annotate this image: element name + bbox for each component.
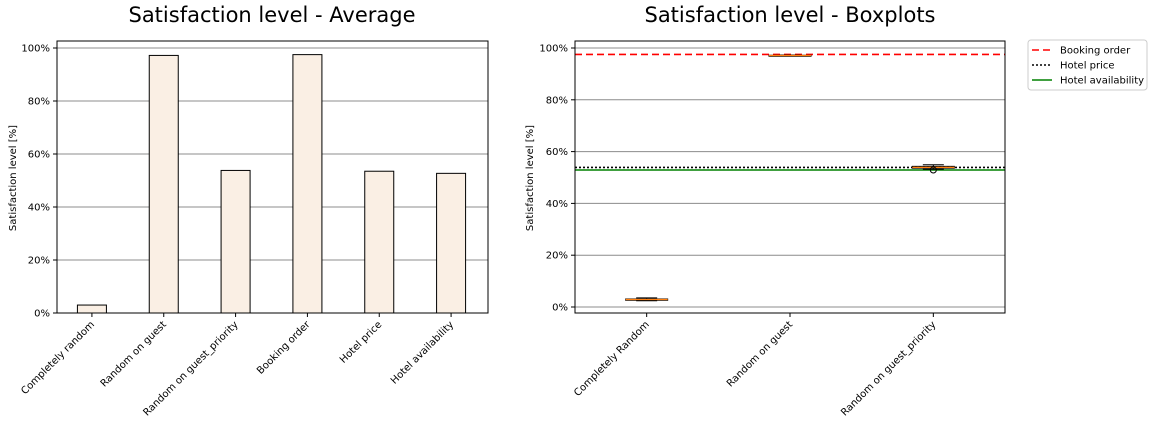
average-chart-title: Satisfaction level - Average <box>128 3 415 27</box>
outlier <box>929 166 937 174</box>
average-y-axis-label: Satisfaction level [%] <box>8 125 19 231</box>
bar <box>76 304 107 314</box>
y-tick-label: 60% <box>28 150 50 161</box>
x-tick-label: Random on guest <box>99 319 169 389</box>
bar <box>436 172 467 314</box>
average-chart: Satisfaction level - Average Satisfactio… <box>8 3 489 419</box>
x-tick-label: Booking order <box>255 319 313 377</box>
y-tick-label: 0% <box>34 309 50 320</box>
legend: Booking order Hotel price Hotel availabili… <box>1027 39 1148 91</box>
boxplot-chart: Satisfaction level - Boxplots Satisfacti… <box>525 3 1006 419</box>
y-tick-label: 0% <box>552 303 568 314</box>
x-tick-label: Random on guest_priority <box>839 319 938 418</box>
x-tick-label: Completely Random <box>572 319 652 399</box>
x-tick-label: Completely random <box>19 319 97 397</box>
legend-label: Hotel price <box>1060 61 1115 72</box>
average-plot-frame <box>56 40 489 314</box>
boxplot <box>625 297 669 302</box>
boxplot <box>768 54 812 57</box>
x-tick-label: Hotel availability <box>389 319 456 386</box>
bar <box>148 54 179 314</box>
y-tick-label: 40% <box>28 203 50 214</box>
legend-label: Hotel availability <box>1060 76 1144 87</box>
legend-frame <box>1027 39 1148 91</box>
boxplot-plot-frame <box>574 40 1006 314</box>
bar <box>292 54 323 314</box>
y-tick-label: 20% <box>546 251 568 262</box>
y-tick-label: 20% <box>28 256 50 267</box>
y-tick-label: 100% <box>21 44 50 55</box>
y-tick-label: 60% <box>546 147 568 158</box>
y-tick-label: 100% <box>539 44 568 55</box>
x-tick-label: Random on guest <box>725 319 795 389</box>
boxplot <box>911 164 955 174</box>
bar <box>364 170 395 314</box>
y-tick-label: 80% <box>28 97 50 108</box>
boxplot-chart-title: Satisfaction level - Boxplots <box>644 3 935 27</box>
boxplot-y-axis-label: Satisfaction level [%] <box>525 125 536 231</box>
y-tick-label: 40% <box>546 199 568 210</box>
bar <box>220 169 251 314</box>
y-tick-label: 80% <box>546 95 568 106</box>
legend-label: Booking order <box>1060 46 1131 57</box>
x-tick-label: Hotel price <box>338 319 384 365</box>
